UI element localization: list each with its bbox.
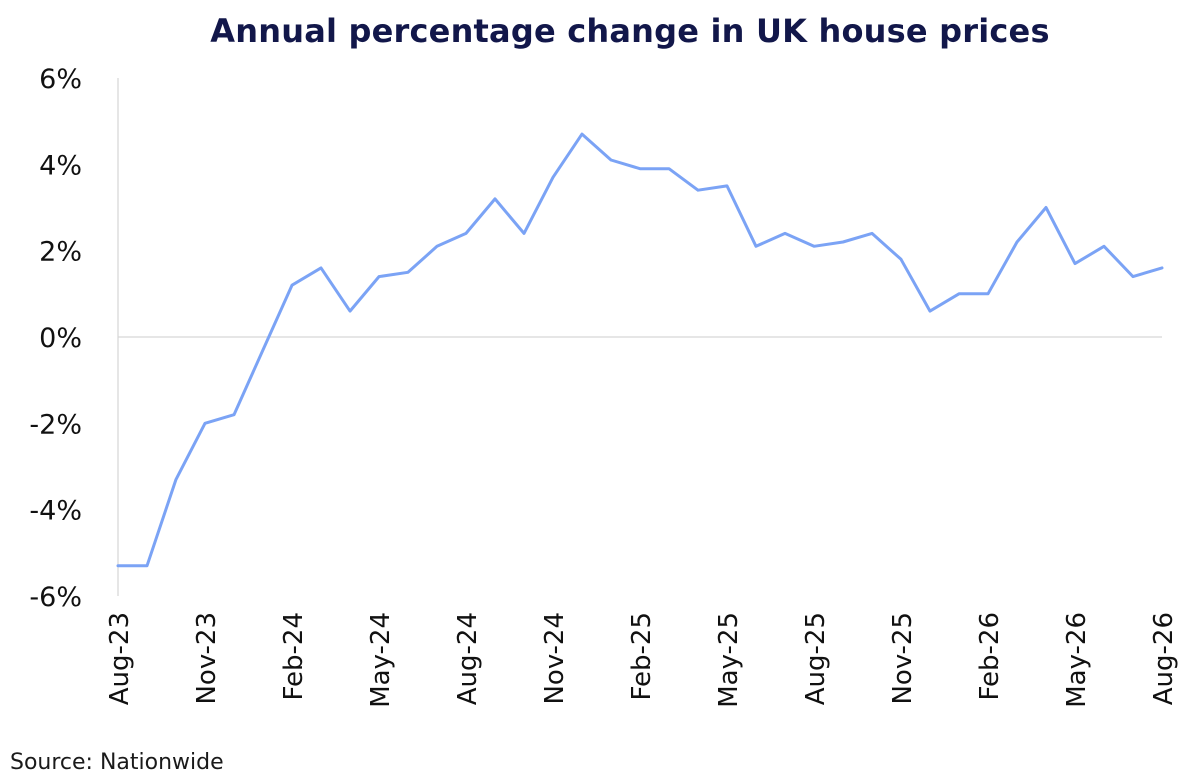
data-point	[783, 232, 787, 235]
x-tick-label: Feb-25	[627, 612, 657, 701]
data-point	[725, 184, 729, 188]
data-point	[348, 309, 352, 313]
chart-title: Annual percentage change in UK house pri…	[210, 12, 1050, 50]
data-point	[464, 232, 468, 235]
data-point	[551, 176, 555, 179]
data-point	[290, 284, 294, 287]
data-point	[203, 422, 207, 425]
data-point	[232, 413, 236, 416]
x-tick-label: Aug-26	[1149, 612, 1179, 705]
source-note: Source: Nationwide	[10, 750, 224, 775]
data-point	[145, 564, 149, 567]
data-point	[116, 564, 120, 567]
data-point	[841, 240, 845, 244]
data-point	[899, 258, 903, 261]
data-point	[812, 245, 816, 248]
x-axis-ticks: Aug-23 Nov-23 Feb-24 May-24 Aug-24 Nov-24 Feb-…	[105, 612, 1179, 708]
x-tick-label: May-25	[714, 612, 744, 708]
data-point	[870, 232, 874, 235]
data-point	[986, 292, 990, 296]
data-point	[609, 158, 613, 162]
data-point	[928, 309, 932, 313]
x-tick-label: Aug-25	[801, 612, 831, 705]
x-tick-label: May-24	[366, 612, 396, 708]
x-tick-label: Aug-24	[453, 612, 483, 705]
data-point	[638, 167, 642, 170]
data-point	[957, 292, 961, 296]
y-tick-label: -4%	[29, 496, 82, 527]
data-point	[377, 275, 381, 278]
data-point	[406, 271, 410, 274]
series-line	[116, 132, 1164, 568]
x-tick-label: Feb-24	[279, 612, 309, 701]
data-point	[1044, 206, 1048, 209]
y-tick-label: 2%	[39, 237, 82, 268]
data-point	[1160, 266, 1164, 270]
x-tick-label: Aug-23	[105, 612, 135, 705]
x-tick-label: Nov-23	[192, 612, 222, 705]
x-tick-label: Nov-25	[888, 612, 918, 705]
y-tick-label: 0%	[39, 323, 82, 354]
y-axis-ticks: 6% 4% 2% 0% -2% -4% -6%	[29, 64, 82, 613]
x-tick-label: Nov-24	[540, 612, 570, 705]
data-point	[580, 132, 584, 136]
data-point	[435, 245, 439, 248]
data-point	[493, 197, 497, 201]
x-tick-label: Feb-26	[975, 612, 1005, 701]
axes	[117, 78, 1162, 596]
data-point	[1131, 275, 1135, 278]
data-point	[1073, 262, 1077, 265]
data-point	[1015, 240, 1019, 244]
data-point	[667, 167, 671, 170]
series-layer	[116, 132, 1164, 568]
data-point	[174, 478, 178, 481]
y-tick-label: 6%	[39, 64, 82, 95]
data-point	[522, 232, 526, 235]
data-point	[754, 245, 758, 248]
y-tick-label: -2%	[29, 409, 82, 440]
y-tick-label: 4%	[39, 150, 82, 181]
data-point	[261, 348, 265, 352]
data-point	[1102, 245, 1106, 248]
x-tick-label: May-26	[1062, 612, 1092, 708]
y-tick-label: -6%	[29, 582, 82, 613]
data-point	[319, 266, 323, 270]
data-point	[696, 189, 700, 192]
